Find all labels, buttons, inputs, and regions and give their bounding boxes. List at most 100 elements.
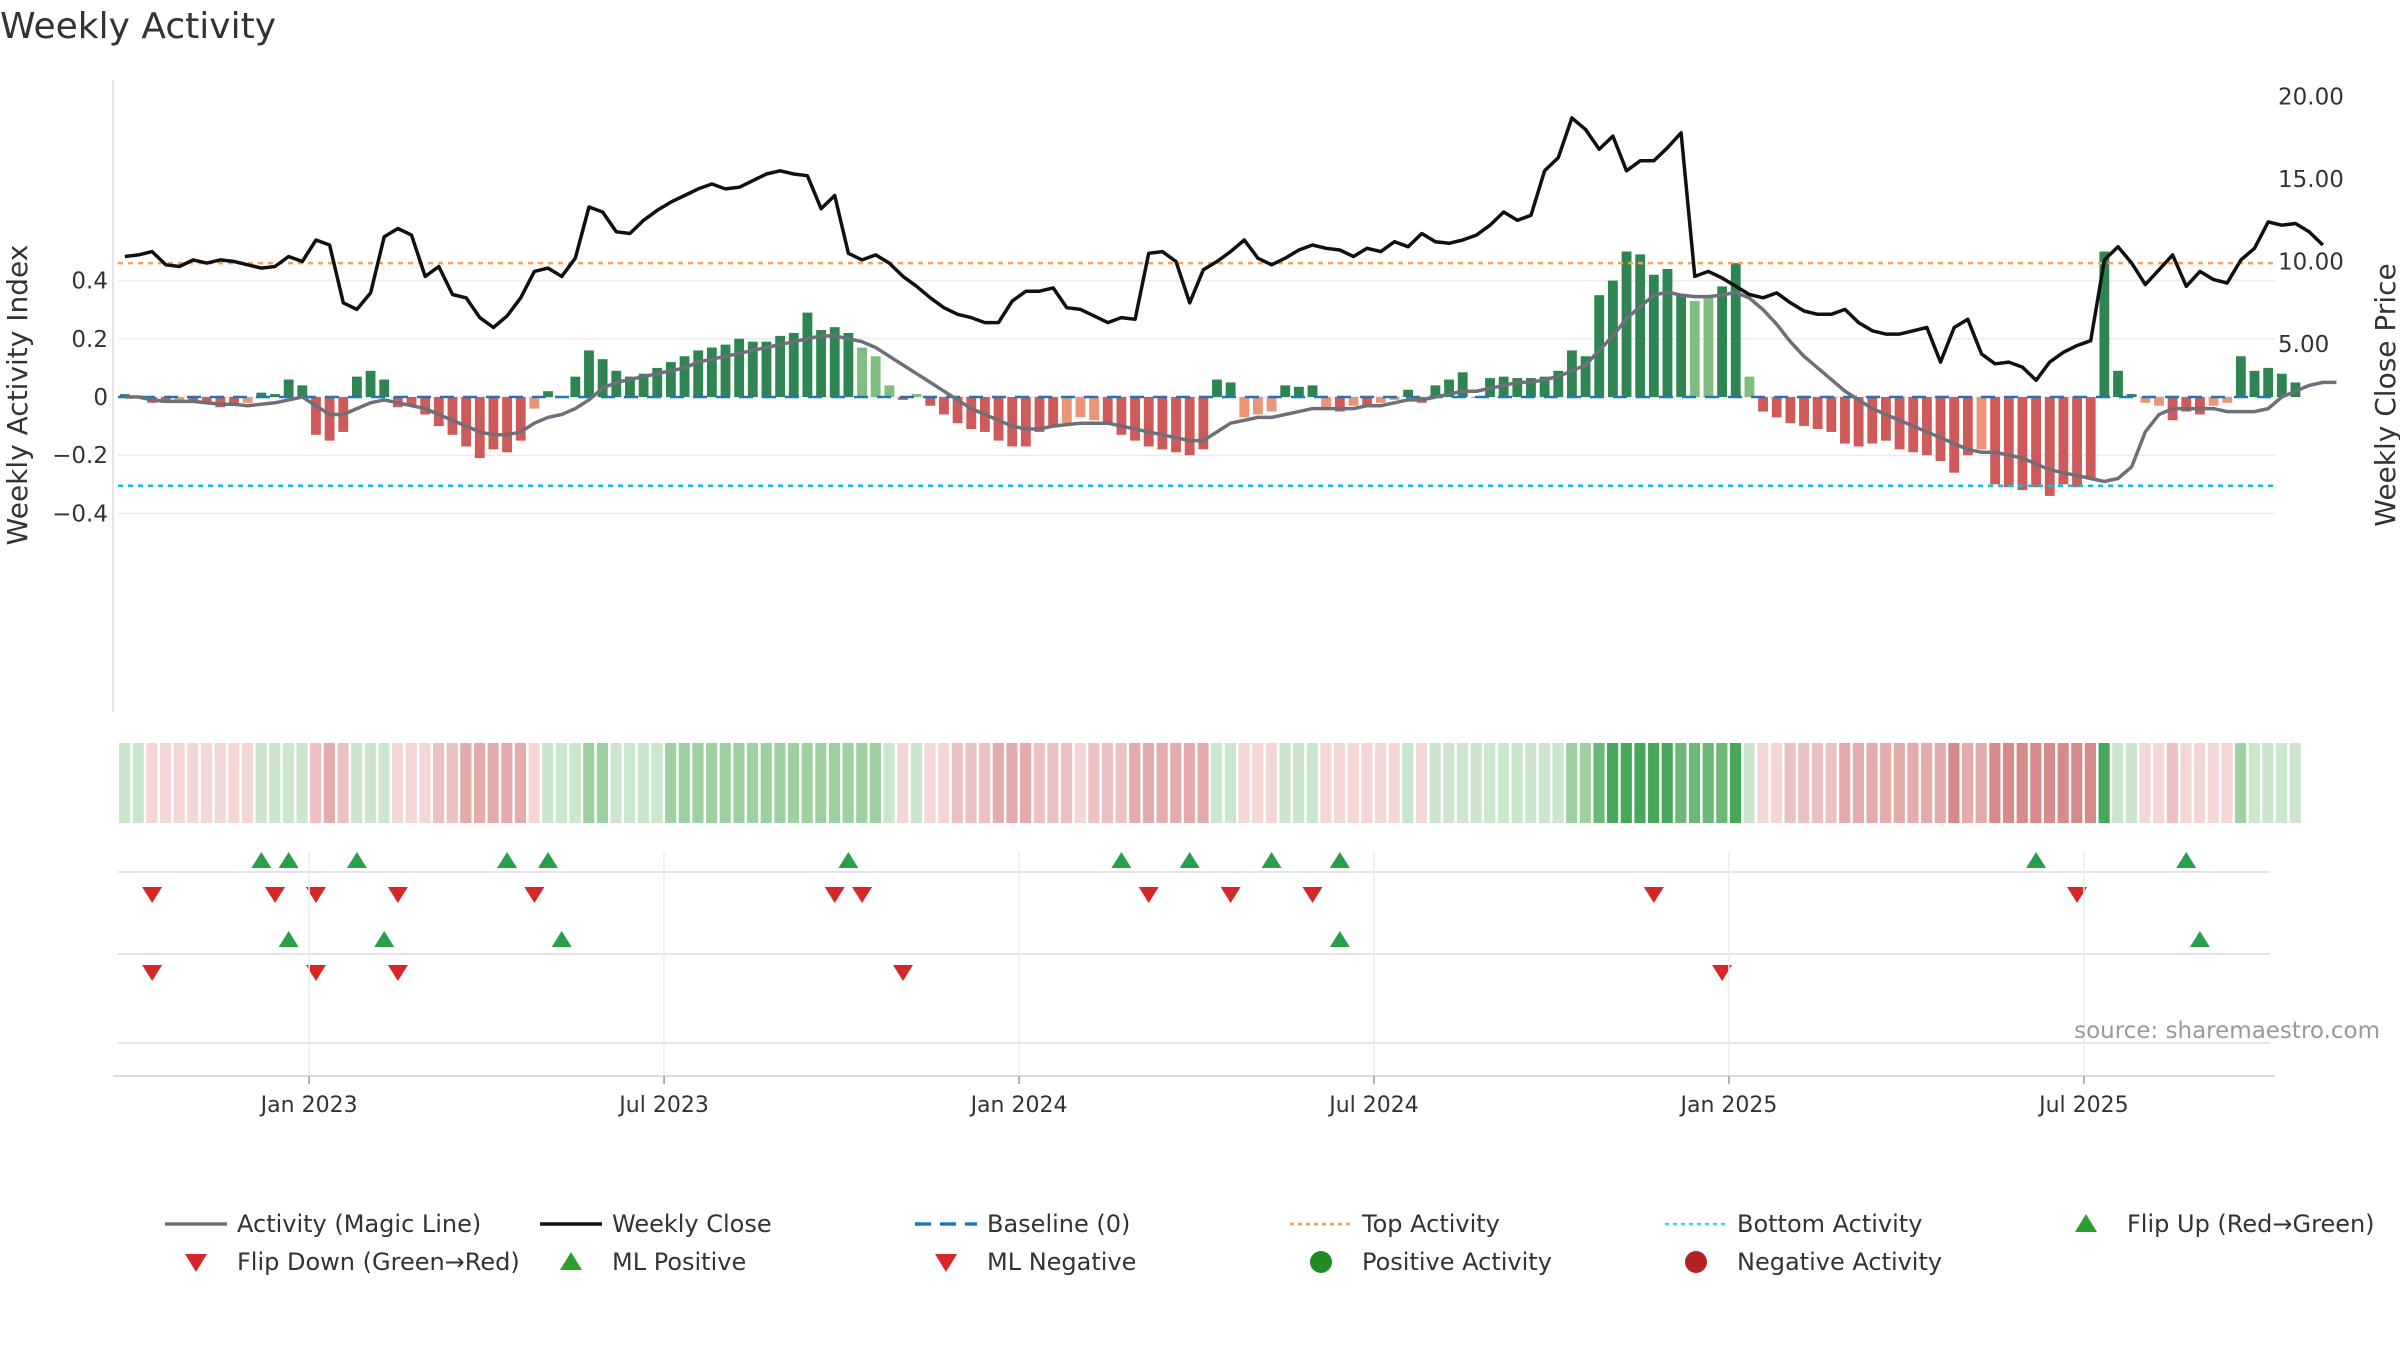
activity-bar [911,394,922,397]
heat-cell [2153,743,2165,823]
activity-bar [420,397,431,415]
legend-label: Activity (Magic Line) [237,1210,481,1238]
heat-cell [856,743,868,823]
flip-up-marker [251,852,272,868]
activity-bar [2017,397,2028,491]
legend-item: Weekly Close [540,1210,772,1238]
activity-bar [720,344,731,397]
activity-bar [406,397,417,406]
heat-cell [665,743,677,823]
activity-bar [734,338,745,397]
activity-bar [1894,397,1905,450]
heat-cell [282,743,294,823]
heat-cell [146,743,158,823]
heat-cell [2084,743,2097,823]
activity-bar [1826,397,1837,432]
activity-bar [1321,397,1332,408]
heat-cell [1456,743,1469,823]
heat-cell [1907,743,1919,823]
legend-item: Flip Down (Green→Red) [185,1248,520,1276]
heat-cell [1279,743,1291,823]
heat-cell [1989,743,2001,823]
activity-bar [1976,397,1987,450]
heat-cell [269,743,281,823]
heat-cell [1347,743,1359,823]
activity-bar [1293,386,1304,397]
heat-cell [1334,743,1346,823]
x-tick-label: Jul 2023 [617,1093,709,1118]
activity-bar [1853,397,1864,447]
heat-cell [1020,743,1032,823]
heat-cell [132,743,144,823]
activity-bar [706,347,717,397]
activity-bar [297,385,308,397]
heat-cell [883,743,895,823]
x-tick-label: Jul 2025 [2037,1093,2129,1118]
heat-cell [1101,743,1114,823]
activity-bar [1703,298,1714,397]
heat-cell [692,743,704,823]
right-tick-label: 5.00 [2278,332,2329,358]
activity-bar [2140,397,2151,403]
heat-cell [2289,743,2301,823]
heat-cell [1129,743,1141,823]
heat-cell [1948,743,1960,823]
activity-bar [2085,397,2096,479]
legend-item: Positive Activity [1310,1248,1552,1276]
heat-cell [255,743,267,823]
ml-negative-marker [305,965,326,981]
heat-cell [1293,743,1305,823]
legend-label: Weekly Close [612,1210,772,1238]
activity-bar [1689,300,1700,397]
heat-cell [2194,743,2206,823]
heat-cell [1306,743,1318,823]
heat-cell [1743,743,1755,823]
activity-bar [788,332,799,397]
activity-bar [311,397,321,435]
activity-bar [2031,397,2042,488]
right-tick-label: 10.00 [2278,250,2344,276]
left-tick-label: −0.2 [52,443,108,469]
legend-swatch [1685,1251,1707,1273]
heat-cell [2180,743,2192,823]
heat-cell [200,743,213,823]
heat-cell [1060,743,1073,823]
activity-bar [543,391,553,397]
legend-swatch [935,1254,957,1272]
legend-label: Bottom Activity [1737,1210,1922,1238]
heat-cell [173,743,185,823]
heat-cell [419,743,431,823]
activity-bar [1020,397,1031,447]
activity-bar [1266,397,1277,412]
activity-bar [2276,373,2287,397]
heat-cell [1661,743,1673,823]
flip-down-marker [852,887,873,903]
heat-cell [2057,743,2069,823]
heat-cell [1593,743,1605,823]
flip-down-marker [1138,887,1159,903]
heat-cell [1729,743,1742,823]
flip-down-marker [387,887,408,903]
heat-cell [569,743,581,823]
activity-bar [2154,397,2164,406]
heat-cell [432,743,445,823]
heat-cell [1784,743,1796,823]
legend-swatch [2075,1214,2097,1232]
flip-markers [113,852,2275,1077]
heat-cell [828,743,841,823]
activity-bar [2222,397,2233,403]
heat-cell [1525,743,1537,823]
activity-bar [1130,397,1140,441]
heat-cell [951,743,963,823]
heat-cell [719,743,731,823]
heat-cell [555,743,568,823]
legend-item: Top Activity [1290,1210,1500,1238]
heat-cell [746,743,759,823]
legend-item: Activity (Magic Line) [165,1210,481,1238]
heat-cell [460,743,472,823]
legend-label: Flip Down (Green→Red) [237,1248,520,1276]
heat-cell [1006,743,1018,823]
ml-positive-marker [278,931,299,947]
heat-cell [514,743,527,823]
legend-item: Bottom Activity [1665,1210,1922,1238]
